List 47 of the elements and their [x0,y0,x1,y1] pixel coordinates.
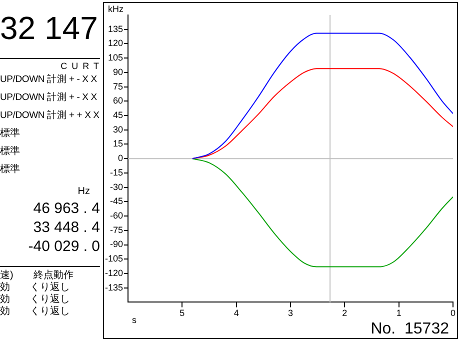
y-tick-label: -135 [105,282,124,292]
x-tick-label: 5 [180,308,185,318]
text: 46 963 . 4 [32,199,100,218]
y-tick-label: 120 [108,38,124,48]
text: C U R T [60,61,100,71]
y-tick-label: -45 [110,196,124,206]
text: 効 くり返し [0,282,71,294]
text: 32 147 [0,8,100,59]
text: 標準 [0,126,21,141]
y-tick-label: -105 [105,254,124,264]
text: UP/DOWN 計測 + + X X [0,109,100,123]
text: 速) 終点動作 [0,266,100,282]
text: 効 くり返し [0,306,71,318]
y-tick-label: -15 [110,167,124,178]
line-series [192,32,453,160]
y-tick-label: -120 [105,268,124,278]
y-tick-label: 135 [108,24,124,34]
x-axis-title: s [132,315,138,326]
x-tick-label: 2 [342,308,348,318]
text: 標準 [0,144,21,159]
y-tick-label: -30 [110,182,124,192]
text: UP/DOWN 計測 + - X X [0,91,98,105]
line-series [192,158,453,268]
y-tick-label: 90 [113,66,124,77]
y-tick-label: 45 [113,110,124,120]
x-tick-label: 0 [450,308,456,318]
y-tick-label: 105 [108,52,124,63]
text: -40 029 . 0 [27,237,100,256]
y-tick-label: -60 [110,210,124,221]
x-tick-label: 1 [396,308,402,318]
y-tick-label: 30 [113,124,124,134]
y-tick-label: 75 [113,81,124,92]
y-tick-label: 15 [113,138,124,149]
y-tick-label: -75 [110,224,124,235]
text: 効 くり返し [0,294,71,306]
y-axis-title: kHz [108,4,124,14]
y-tick-label: 60 [113,96,124,106]
y-tick-label: 0 [118,153,124,164]
text: 33 448 . 4 [32,218,100,237]
text: No. 15732 [370,320,450,338]
text: 標準 [0,162,21,177]
x-tick-label: 4 [234,308,239,318]
text: Hz [76,185,91,199]
line-series [192,68,453,160]
x-tick-label: 3 [288,308,294,318]
y-tick-label: -90 [110,239,124,250]
text: UP/DOWN 計測 + - X X [0,73,98,87]
